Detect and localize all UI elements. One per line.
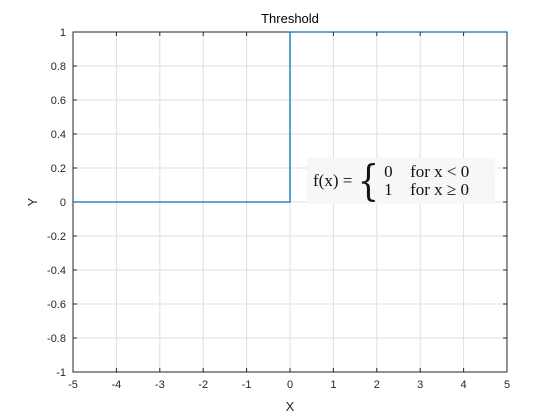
x-axis-label: X xyxy=(286,399,295,414)
x-tick-label: -3 xyxy=(155,379,165,391)
x-tick-label: -2 xyxy=(198,379,208,391)
x-tick-label: 2 xyxy=(374,379,380,391)
y-tick-label: -1 xyxy=(56,367,66,379)
y-tick-label: 0.4 xyxy=(51,129,66,141)
equation-cases: 0 for x < 0 1 for x ≥ 0 xyxy=(384,163,469,199)
x-tick-label: -4 xyxy=(112,379,122,391)
x-tick-label: 4 xyxy=(461,379,467,391)
equation-case: 1 for x ≥ 0 xyxy=(384,181,469,199)
x-tick-label: 1 xyxy=(330,379,336,391)
y-tick-label: -0.2 xyxy=(47,231,66,243)
y-tick-labels: -1 -0.8 -0.6 -0.4 -0.2 0 0.2 0.4 0.6 0.8 1 xyxy=(47,27,66,379)
y-tick-label: -0.8 xyxy=(47,333,66,345)
y-tick-label: 0.2 xyxy=(51,163,66,175)
y-tick-label: 0.6 xyxy=(51,95,66,107)
x-tick-labels: -5 -4 -3 -2 -1 0 1 2 3 4 5 xyxy=(68,379,510,391)
y-tick-label: -0.4 xyxy=(47,265,66,277)
y-tick-label: 1 xyxy=(60,27,66,39)
equation-annotation: f(x) = { 0 for x < 0 1 for x ≥ 0 xyxy=(307,158,495,204)
equation-brace: { xyxy=(358,156,380,205)
case-value: 0 xyxy=(384,162,393,181)
x-tick-label: 5 xyxy=(504,379,510,391)
y-axis-label: Y xyxy=(25,197,40,206)
case-value: 1 xyxy=(384,180,393,199)
case-condition: for x ≥ 0 xyxy=(410,180,469,199)
x-tick-label: 0 xyxy=(287,379,293,391)
y-tick-label: 0 xyxy=(60,197,66,209)
y-tick-label: -0.6 xyxy=(47,299,66,311)
equation-case: 0 for x < 0 xyxy=(384,163,469,181)
chart-title: Threshold xyxy=(261,11,319,26)
equation-lhs: f(x) = xyxy=(313,171,353,190)
x-tick-label: 3 xyxy=(417,379,423,391)
x-tick-label: -5 xyxy=(68,379,78,391)
case-condition: for x < 0 xyxy=(410,162,470,181)
y-tick-label: 0.8 xyxy=(51,61,66,73)
x-tick-label: -1 xyxy=(242,379,252,391)
series-line xyxy=(73,31,507,203)
